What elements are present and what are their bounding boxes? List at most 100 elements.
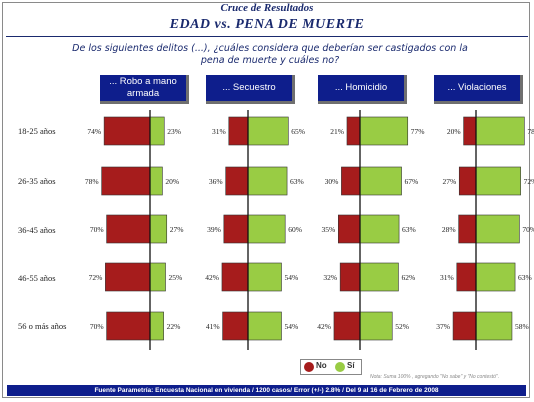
bar-si	[149, 214, 168, 244]
row-label-26-35: 26-35 años	[18, 176, 56, 186]
bar-no	[106, 311, 151, 341]
bar-no	[333, 311, 361, 341]
data-label-si: 54%	[284, 322, 298, 331]
bar-no	[103, 116, 151, 146]
data-label-si: 27%	[170, 225, 184, 234]
data-label-si: 60%	[288, 225, 302, 234]
data-label-no: 20%	[447, 127, 461, 136]
row-label-18-25: 18-25 años	[18, 126, 56, 136]
bar-no	[225, 166, 249, 196]
data-label-si: 62%	[401, 273, 415, 282]
data-label-no: 32%	[323, 273, 337, 282]
data-label-no: 31%	[440, 273, 454, 282]
bar-no	[456, 262, 477, 292]
bar-si	[359, 166, 402, 196]
bar-no	[346, 116, 361, 146]
data-label-no: 39%	[207, 225, 221, 234]
data-label-si: 58%	[515, 322, 529, 331]
bar-si	[149, 166, 163, 196]
bar-no	[228, 116, 249, 146]
bar-no	[221, 262, 249, 292]
title-divider	[6, 36, 528, 37]
bar-si	[475, 116, 525, 146]
data-label-no: 37%	[436, 322, 450, 331]
bar-si	[359, 116, 409, 146]
legend-swatch-si	[335, 362, 345, 372]
bar-no	[101, 166, 151, 196]
data-label-si: 65%	[291, 127, 305, 136]
bar-no	[106, 214, 151, 244]
source-bar: Fuente Parametría: Encuesta Nacional en …	[7, 385, 526, 396]
data-label-no: 27%	[443, 177, 457, 186]
bar-si	[475, 214, 520, 244]
bar-no	[458, 166, 477, 196]
bar-si	[247, 166, 288, 196]
legend: No Sí	[300, 359, 362, 375]
data-label-no: 30%	[325, 177, 339, 186]
data-label-si: 63%	[402, 225, 416, 234]
bar-no	[339, 262, 361, 292]
outer-frame	[2, 2, 530, 398]
data-label-si: 20%	[165, 177, 179, 186]
bar-no	[337, 214, 361, 244]
data-label-si: 22%	[167, 322, 181, 331]
data-label-no: 72%	[89, 273, 103, 282]
bar-si	[475, 311, 513, 341]
data-label-no: 42%	[317, 322, 331, 331]
row-label-56-mas: 56 o más años	[18, 321, 67, 331]
bar-no	[463, 116, 477, 146]
bar-no	[105, 262, 151, 292]
bar-si	[359, 311, 393, 341]
panel-header-violaciones: ... Violaciones	[434, 75, 523, 104]
legend-swatch-no	[304, 362, 314, 372]
data-label-no: 28%	[442, 225, 456, 234]
data-label-si: 54%	[284, 273, 298, 282]
bar-si	[149, 116, 165, 146]
bar-no	[222, 311, 249, 341]
panel-header-secuestro: ... Secuestro	[206, 75, 295, 104]
data-label-si: 52%	[395, 322, 409, 331]
panel-header-homicidio: ... Homicidio	[318, 75, 407, 104]
survey-question: De los siguientes delitos (...), ¿cuáles…	[72, 43, 468, 66]
data-label-no: 78%	[85, 177, 99, 186]
chart-title: EDAD vs. PENA DE MUERTE	[169, 17, 365, 32]
data-label-si: 78%	[527, 127, 534, 136]
data-label-si: 72%	[524, 177, 534, 186]
data-label-si: 23%	[167, 127, 181, 136]
row-label-36-45: 36-45 años	[18, 225, 56, 235]
data-label-no: 70%	[90, 322, 104, 331]
bar-si	[475, 262, 516, 292]
bar-no	[223, 214, 249, 244]
data-label-si: 67%	[405, 177, 419, 186]
data-label-no: 35%	[322, 225, 336, 234]
data-label-no: 42%	[205, 273, 219, 282]
bar-si	[247, 116, 289, 146]
data-label-no: 21%	[330, 127, 344, 136]
report-subtitle: Cruce de Resultados	[220, 2, 314, 14]
bar-si	[149, 311, 164, 341]
bar-si	[247, 214, 286, 244]
footnote: Nota: Suma 100% , agregando "No sabe" y …	[370, 374, 500, 380]
bar-no	[341, 166, 361, 196]
data-label-si: 63%	[290, 177, 304, 186]
data-label-no: 31%	[212, 127, 226, 136]
data-label-si: 25%	[169, 273, 183, 282]
data-label-si: 77%	[411, 127, 425, 136]
bar-no	[458, 214, 477, 244]
bar-si	[359, 214, 400, 244]
bar-si	[359, 262, 399, 292]
row-label-46-55: 46-55 años	[18, 273, 56, 283]
bar-si	[475, 166, 521, 196]
panel-header-robo: ... Robo a mano armada	[100, 75, 189, 104]
bar-si	[247, 262, 282, 292]
data-label-si: 63%	[518, 273, 532, 282]
legend-label-no: No	[316, 361, 327, 370]
data-label-no: 70%	[90, 225, 104, 234]
data-label-si: 70%	[522, 225, 534, 234]
bar-no	[452, 311, 477, 341]
data-label-no: 36%	[209, 177, 223, 186]
bar-si	[149, 262, 166, 292]
data-label-no: 41%	[206, 322, 220, 331]
